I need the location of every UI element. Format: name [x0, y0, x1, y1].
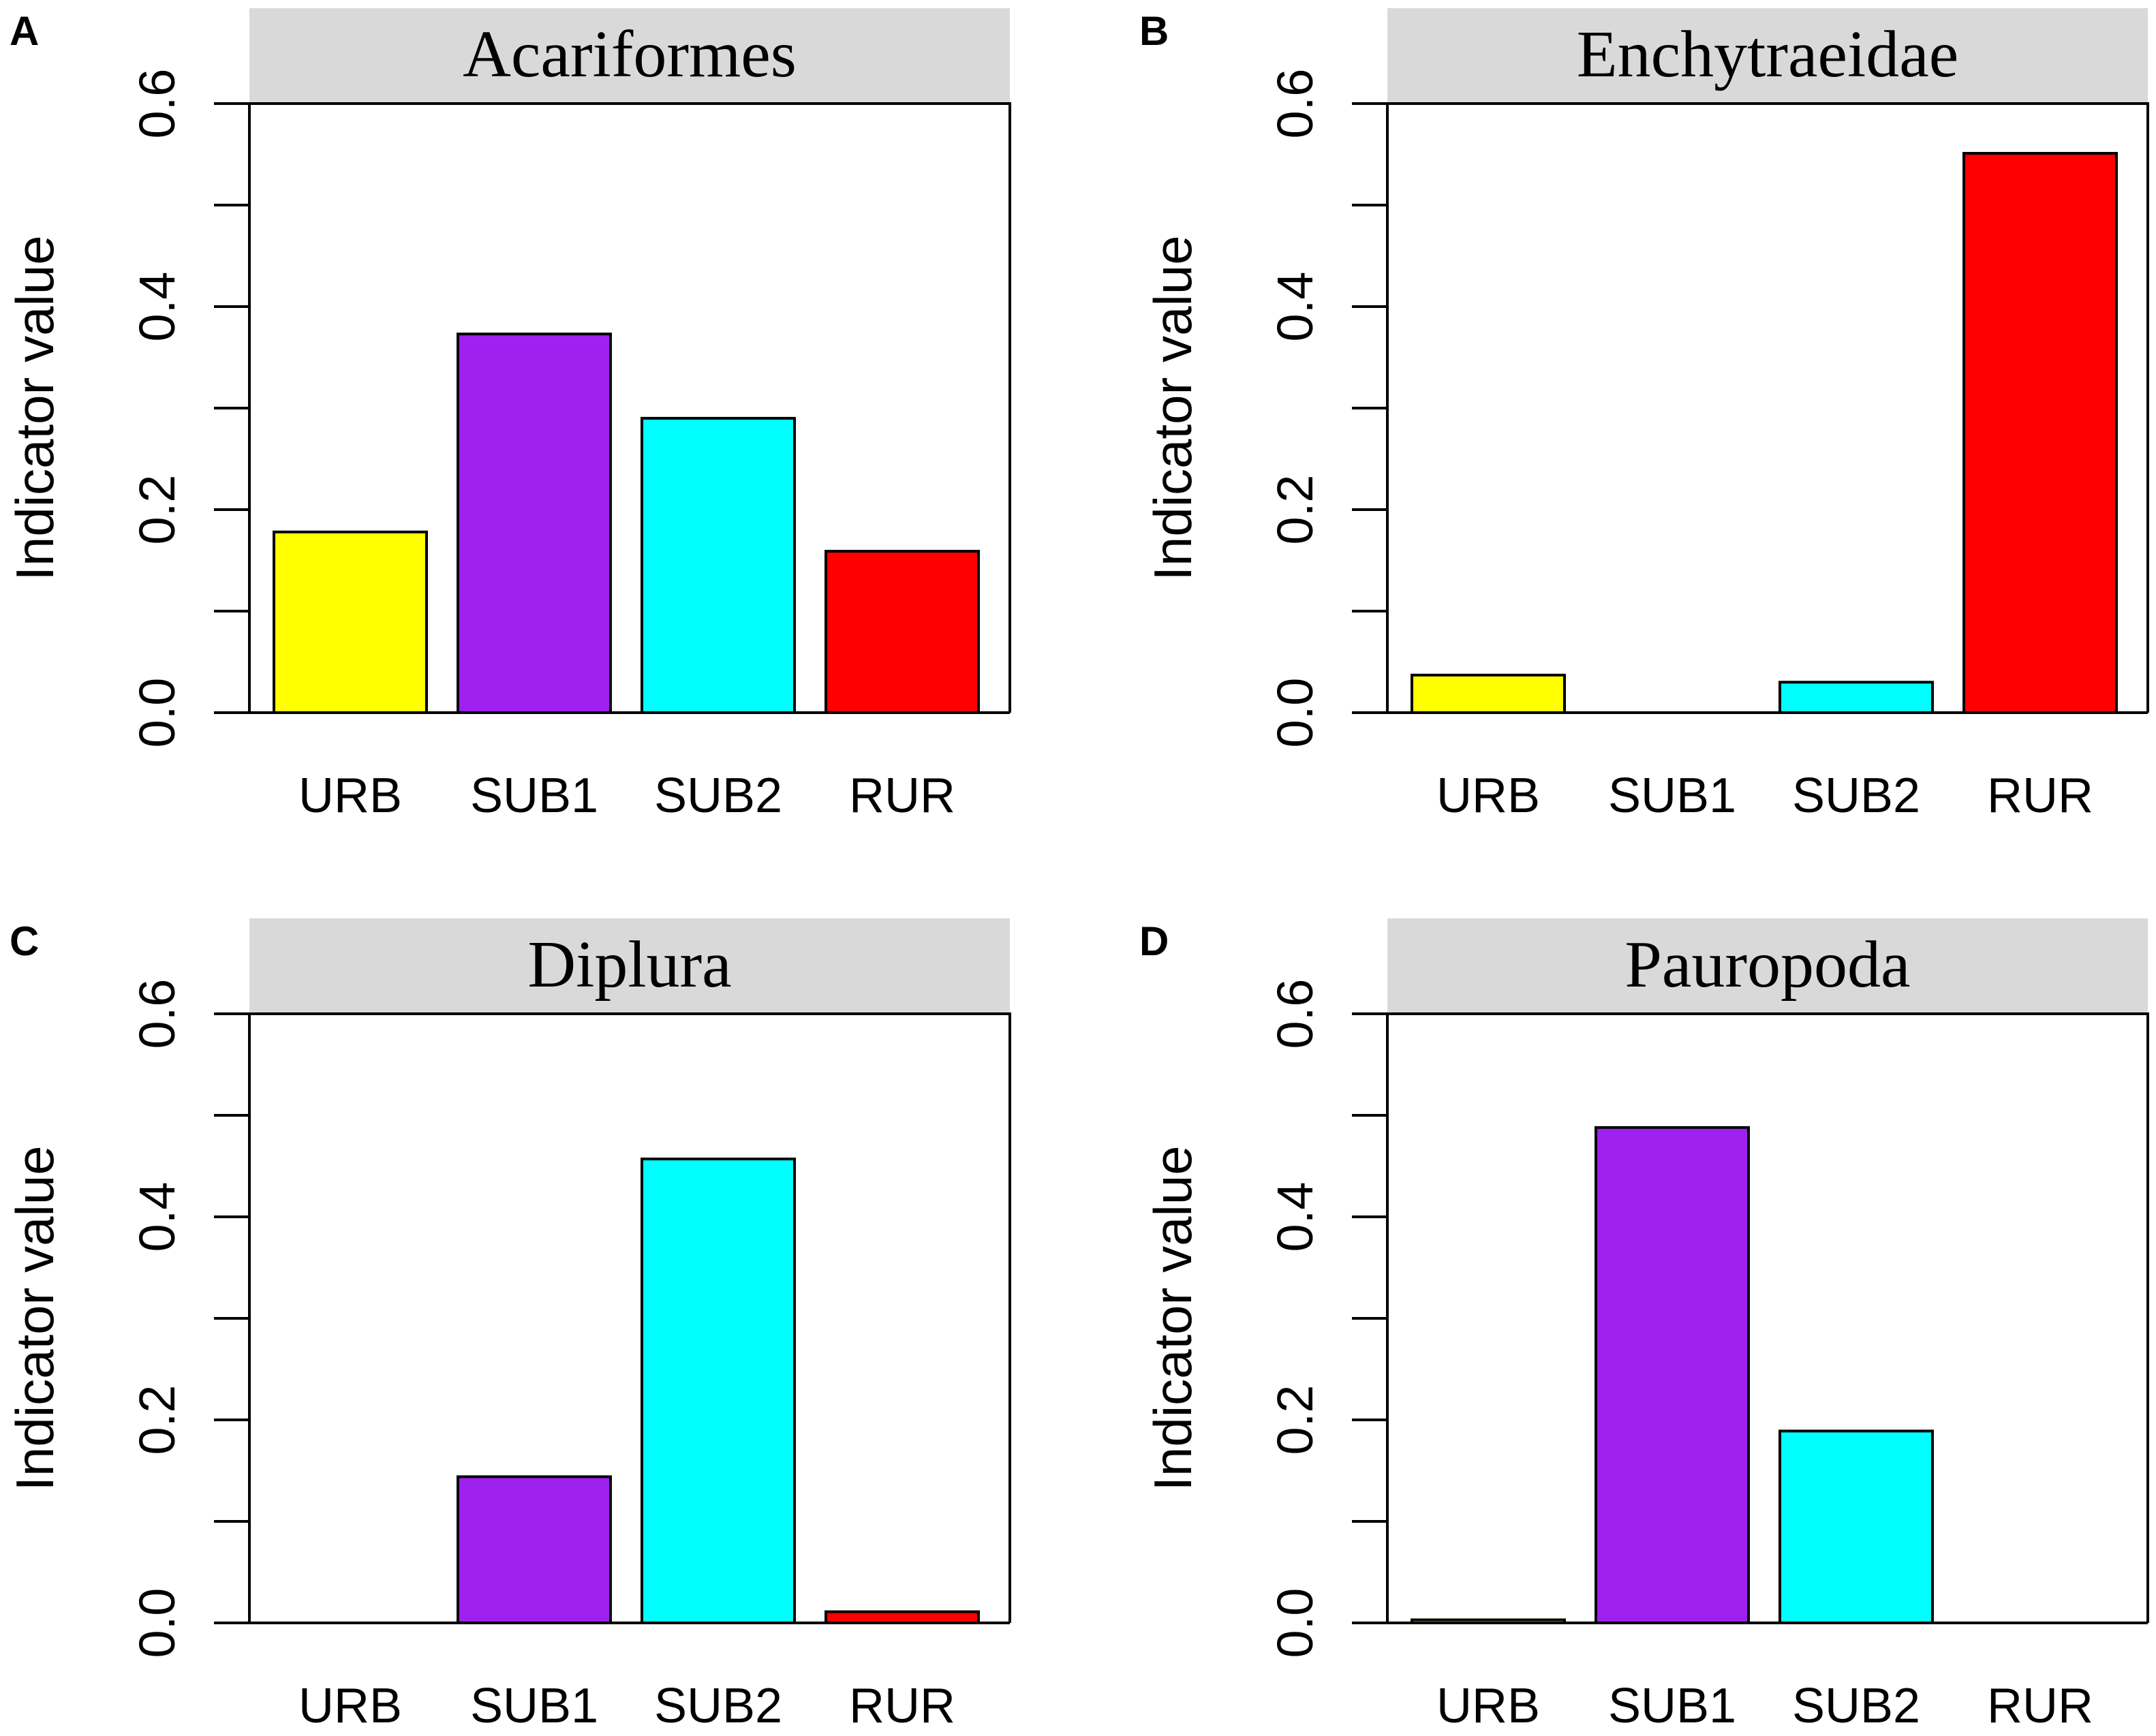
y-tick-label: 0.6 [129, 69, 185, 139]
bar-sub1 [457, 1475, 612, 1624]
x-category-label: RUR [849, 769, 955, 823]
y-tick-label: 0.6 [1267, 69, 1323, 139]
y-tick-label: 0.6 [1267, 979, 1323, 1049]
x-category-label: RUR [1987, 1679, 2093, 1733]
title-strip [1387, 8, 2148, 104]
y-tick-label: 0.0 [1267, 1588, 1323, 1658]
plot-frame [248, 1012, 1011, 1623]
y-tick-label: 0.4 [129, 272, 185, 342]
panel-title: Diplura [527, 928, 731, 1002]
x-category-label: SUB1 [1608, 769, 1736, 823]
x-category-label: SUB2 [654, 1679, 782, 1733]
bar-rur [825, 1610, 980, 1625]
x-category-label: SUB1 [470, 769, 598, 823]
bar-urb [1411, 1618, 1566, 1625]
plot-frame [1386, 1012, 2149, 1623]
bar-rur [1962, 152, 2118, 714]
x-category-label: URB [298, 769, 402, 823]
panel-title: Pauropoda [1624, 928, 1910, 1002]
x-category-label: URB [298, 1679, 402, 1733]
y-tick-label: 0.2 [129, 1385, 185, 1455]
y-tick-label: 0.2 [129, 475, 185, 545]
y-axis-label: Indicator value [1143, 1145, 1203, 1491]
x-category-label: SUB2 [1792, 1679, 1920, 1733]
bar-sub2 [641, 1158, 796, 1624]
y-tick-label: 0.6 [129, 979, 185, 1049]
y-tick-label: 0.4 [129, 1182, 185, 1252]
panel-letter: A [10, 8, 39, 54]
panel-title: Enchytraeidae [1577, 18, 1958, 91]
panel-d: D Pauropoda 0.0 0.2 0.4 0.6 Indicator value URB… [1139, 918, 2149, 1733]
y-tick-label: 0.0 [129, 1588, 185, 1658]
bar-sub2 [641, 416, 796, 715]
x-category-label: URB [1436, 1679, 1540, 1733]
panel-letter: D [1139, 918, 1169, 964]
title-strip [249, 918, 1010, 1014]
x-category-label: SUB1 [470, 1679, 598, 1733]
panel-b: B Enchytraeidae 0.0 0.2 0.4 0.6 Indicator valu… [1139, 8, 2149, 823]
x-category-label: RUR [1987, 769, 2093, 823]
y-axis-label: Indicator value [1143, 235, 1203, 580]
panel-letter: B [1139, 8, 1169, 54]
bar-sub2 [1778, 1429, 1934, 1624]
bar-urb [1411, 673, 1566, 714]
bar-urb [273, 530, 428, 715]
x-category-label: SUB1 [1608, 1679, 1736, 1733]
title-strip [1387, 918, 2148, 1014]
y-axis-label: Indicator value [5, 1145, 65, 1491]
y-tick-label: 0.0 [1267, 678, 1323, 748]
y-tick-label: 0.4 [1267, 272, 1323, 342]
panel-a: A Acariformes 0.0 0.2 0.4 0.6 Indicator value U… [5, 8, 1011, 823]
bar-sub1 [457, 332, 612, 715]
panel-title: Acariformes [463, 18, 797, 91]
x-category-label: SUB2 [654, 769, 782, 823]
x-category-label: RUR [849, 1679, 955, 1733]
x-category-label: URB [1436, 769, 1540, 823]
x-category-label: SUB2 [1792, 769, 1920, 823]
bar-rur [825, 550, 980, 715]
y-tick-label: 0.2 [1267, 1385, 1323, 1455]
bar-sub1 [1595, 1126, 1750, 1624]
panel-c: C Diplura 0.0 0.2 0.4 0.6 Indicator value URB SU… [5, 918, 1011, 1733]
bar-sub2 [1778, 681, 1934, 714]
title-strip [249, 8, 1010, 104]
y-axis-label: Indicator value [5, 235, 65, 580]
y-tick-label: 0.0 [129, 678, 185, 748]
y-tick-label: 0.2 [1267, 475, 1323, 545]
y-tick-label: 0.4 [1267, 1182, 1323, 1252]
panel-letter: C [10, 918, 39, 964]
